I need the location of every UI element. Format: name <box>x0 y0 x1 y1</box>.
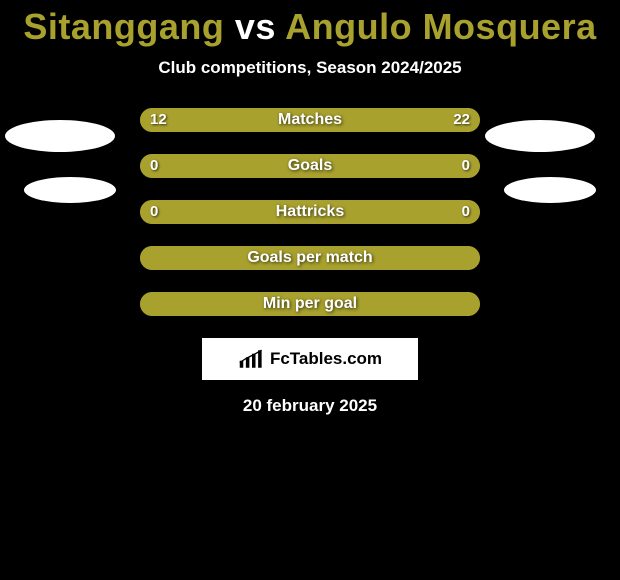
stat-bar: 0 0 Goals <box>140 154 480 178</box>
bar-label: Min per goal <box>263 295 357 313</box>
bar-fill-left <box>140 154 310 178</box>
bar-value-right: 0 <box>462 200 470 224</box>
bar-value-left: 0 <box>150 200 158 224</box>
infographic-container: Sitanggang vs Angulo Mosquera Club compe… <box>0 0 620 580</box>
ellipse-left-big-icon <box>5 120 115 152</box>
title-player1: Sitanggang <box>23 6 224 47</box>
bar-value-right: 0 <box>462 154 470 178</box>
title-player2: Angulo Mosquera <box>285 6 597 47</box>
bar-value-right: 22 <box>453 108 470 132</box>
bar-label: Goals <box>288 157 332 175</box>
page-title: Sitanggang vs Angulo Mosquera <box>0 0 620 48</box>
date-label: 20 february 2025 <box>0 396 620 416</box>
ellipse-right-big-icon <box>485 120 595 152</box>
bar-chart-icon <box>238 347 266 371</box>
ellipse-left-small-icon <box>24 177 116 203</box>
stat-bar: 0 0 Hattricks <box>140 200 480 224</box>
bar-label: Hattricks <box>276 203 344 221</box>
bar-label: Goals per match <box>247 249 372 267</box>
brand-name: FcTables.com <box>270 349 382 369</box>
brand-logo-box: FcTables.com <box>202 338 418 380</box>
bar-fill-right <box>310 154 480 178</box>
stat-bar: Goals per match <box>140 246 480 270</box>
bar-label: Matches <box>278 111 342 129</box>
stat-bars: 12 22 Matches 0 0 Goals 0 0 Hattricks Goals per m… <box>140 108 480 316</box>
title-vs: vs <box>235 6 276 47</box>
bar-value-left: 0 <box>150 154 158 178</box>
subtitle: Club competitions, Season 2024/2025 <box>0 58 620 78</box>
ellipse-right-small-icon <box>504 177 596 203</box>
bar-value-left: 12 <box>150 108 167 132</box>
stat-bar: 12 22 Matches <box>140 108 480 132</box>
stat-bar: Min per goal <box>140 292 480 316</box>
